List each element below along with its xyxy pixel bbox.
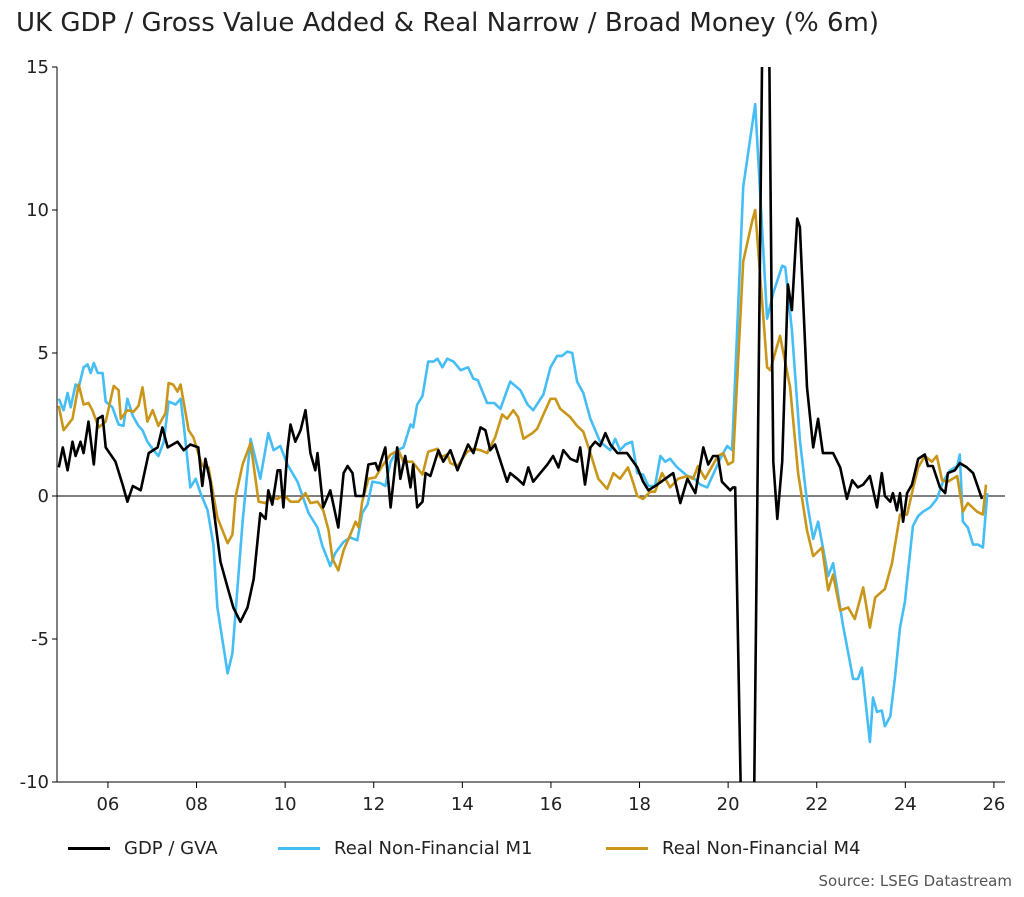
legend-item-m1: Real Non-Financial M1	[278, 838, 532, 859]
x-tick-label: 06	[96, 794, 119, 815]
legend-swatch-gdp-gva	[68, 847, 110, 850]
legend-item-m4: Real Non-Financial M4	[606, 838, 860, 859]
x-tick-label: 20	[717, 794, 740, 815]
y-tick-label: 15	[26, 57, 49, 78]
y-tick-label: -10	[20, 772, 49, 793]
x-tick-label: 10	[274, 794, 297, 815]
x-tick-label: 22	[805, 794, 828, 815]
legend-item-gdp-gva: GDP / GVA	[68, 838, 218, 859]
x-tick-label: 24	[894, 794, 917, 815]
legend-label-gdp-gva: GDP / GVA	[124, 838, 218, 859]
legend-label-m1: Real Non-Financial M1	[334, 838, 533, 859]
x-tick-label: 16	[539, 794, 562, 815]
y-tick-label: 10	[26, 200, 49, 221]
series-line-real-non-financial-m1	[57, 102, 989, 744]
series-group	[57, 66, 989, 783]
series-line-gdp-gva	[57, 66, 984, 783]
x-tick-label: 26	[982, 794, 1005, 815]
x-tick-label: 14	[451, 794, 474, 815]
chart-title: UK GDP / Gross Value Added & Real Narrow…	[16, 8, 879, 38]
y-axis: -10 -5 0 5 10 15	[20, 57, 58, 793]
y-tick-label: 5	[38, 343, 49, 364]
x-tick-label: 18	[628, 794, 651, 815]
x-tick-label: 08	[185, 794, 208, 815]
series-line-real-non-financial-m4	[57, 208, 988, 629]
y-tick-label: 0	[38, 486, 49, 507]
legend: GDP / GVA Real Non-Financial M1 Real Non…	[0, 838, 1024, 868]
y-tick-label: -5	[31, 629, 49, 650]
source-note: Source: LSEG Datastream	[818, 872, 1012, 890]
legend-swatch-m1	[278, 847, 320, 850]
x-tick-label: 12	[362, 794, 385, 815]
legend-label-m4: Real Non-Financial M4	[662, 838, 861, 859]
legend-swatch-m4	[606, 847, 648, 850]
x-axis: 06 08 10 12 14 16 18 20 22 24 26	[57, 781, 1005, 815]
